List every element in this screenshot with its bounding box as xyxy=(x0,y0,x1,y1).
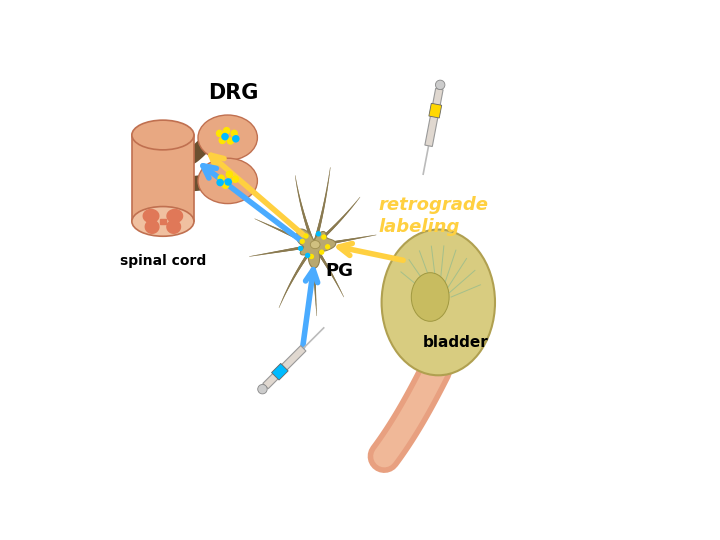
Polygon shape xyxy=(143,210,159,222)
Polygon shape xyxy=(429,103,441,118)
Circle shape xyxy=(309,254,314,259)
Circle shape xyxy=(227,137,234,145)
Text: DRG: DRG xyxy=(208,83,258,103)
Ellipse shape xyxy=(411,273,449,321)
Ellipse shape xyxy=(198,115,258,160)
Circle shape xyxy=(319,249,324,255)
Ellipse shape xyxy=(132,120,194,150)
Circle shape xyxy=(216,130,223,137)
Circle shape xyxy=(225,178,232,186)
Polygon shape xyxy=(425,89,443,146)
Polygon shape xyxy=(160,219,166,224)
Circle shape xyxy=(217,174,225,182)
Circle shape xyxy=(321,234,327,240)
Circle shape xyxy=(325,244,330,249)
Circle shape xyxy=(315,231,321,237)
Ellipse shape xyxy=(382,230,495,375)
Polygon shape xyxy=(297,229,336,268)
Text: spinal cord: spinal cord xyxy=(120,254,206,268)
Circle shape xyxy=(222,181,229,189)
Polygon shape xyxy=(145,220,159,233)
Circle shape xyxy=(232,176,239,183)
Circle shape xyxy=(219,137,226,144)
Ellipse shape xyxy=(198,158,258,204)
Text: bladder: bladder xyxy=(423,335,489,350)
Circle shape xyxy=(232,135,240,143)
Polygon shape xyxy=(263,346,306,389)
Circle shape xyxy=(221,133,229,140)
Circle shape xyxy=(300,239,305,244)
Circle shape xyxy=(298,246,303,251)
Ellipse shape xyxy=(132,206,194,237)
Circle shape xyxy=(305,253,310,258)
Text: retrograde
labeling: retrograde labeling xyxy=(379,196,489,236)
Ellipse shape xyxy=(310,241,320,248)
Circle shape xyxy=(225,171,233,178)
Circle shape xyxy=(230,130,238,137)
Ellipse shape xyxy=(258,384,267,394)
Polygon shape xyxy=(167,210,183,222)
Circle shape xyxy=(303,233,309,239)
Polygon shape xyxy=(132,135,194,221)
Text: PG: PG xyxy=(325,262,353,280)
Circle shape xyxy=(223,127,230,134)
Polygon shape xyxy=(167,220,181,233)
Circle shape xyxy=(216,179,224,186)
Polygon shape xyxy=(271,363,288,380)
Ellipse shape xyxy=(436,80,445,90)
